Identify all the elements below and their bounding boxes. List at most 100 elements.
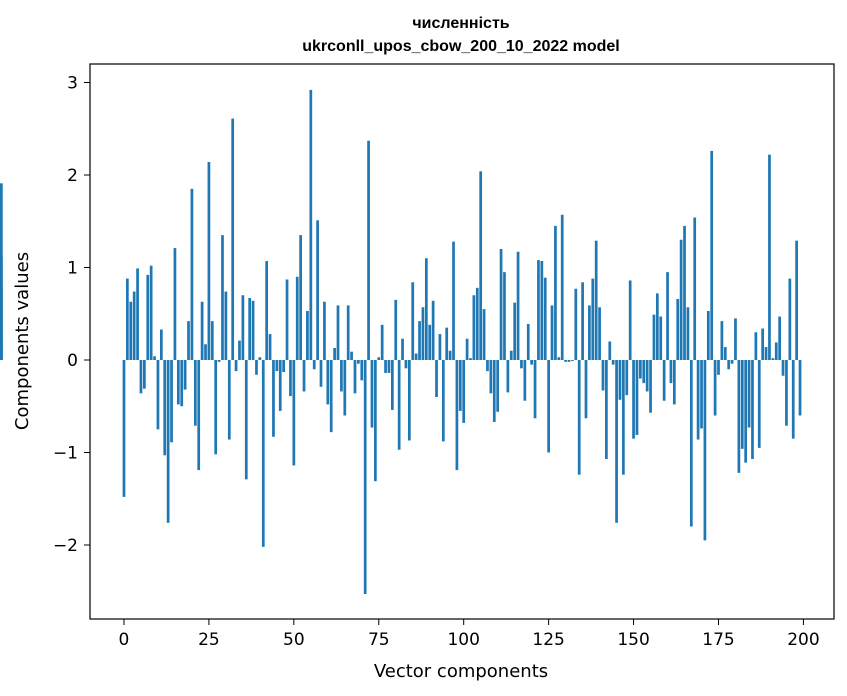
bar bbox=[567, 360, 571, 362]
bar bbox=[418, 321, 421, 360]
bar bbox=[703, 360, 707, 541]
bar bbox=[207, 162, 211, 360]
bar bbox=[248, 298, 252, 360]
bar bbox=[153, 356, 156, 360]
bar bbox=[618, 360, 622, 400]
bar bbox=[785, 360, 788, 426]
bar bbox=[309, 89, 313, 361]
bar bbox=[601, 360, 605, 391]
bar bbox=[781, 360, 785, 376]
bar bbox=[346, 305, 350, 360]
bar bbox=[642, 360, 646, 384]
bar bbox=[387, 360, 391, 373]
bar bbox=[591, 278, 595, 360]
bar bbox=[778, 316, 781, 360]
bar bbox=[295, 276, 299, 360]
bar bbox=[615, 360, 618, 523]
bar bbox=[469, 358, 472, 360]
x-tick-label: 75 bbox=[368, 630, 390, 650]
bar bbox=[683, 225, 686, 361]
bar bbox=[401, 338, 404, 360]
bar bbox=[639, 360, 642, 379]
bar bbox=[176, 360, 180, 405]
bar bbox=[730, 360, 734, 364]
bar bbox=[506, 360, 510, 393]
y-axis-label: Components values bbox=[12, 252, 33, 430]
bar bbox=[143, 360, 146, 389]
bar bbox=[717, 360, 720, 375]
bar bbox=[302, 360, 306, 392]
bar bbox=[363, 360, 367, 595]
bar bbox=[625, 360, 629, 396]
bar bbox=[649, 360, 652, 413]
bar bbox=[734, 318, 737, 361]
bar bbox=[306, 310, 309, 360]
bar bbox=[200, 301, 204, 360]
bar bbox=[323, 301, 326, 360]
bar bbox=[628, 280, 632, 360]
x-tick-label: 0 bbox=[119, 630, 130, 650]
bar bbox=[747, 360, 751, 428]
y-tick-label: 2 bbox=[67, 166, 78, 186]
bar bbox=[540, 261, 544, 360]
bar bbox=[404, 360, 408, 369]
bar bbox=[655, 293, 659, 360]
bar bbox=[499, 249, 503, 360]
bar bbox=[156, 360, 160, 430]
bar bbox=[764, 347, 768, 360]
bar bbox=[380, 324, 384, 360]
bar bbox=[231, 118, 235, 360]
bar bbox=[581, 282, 584, 360]
bar bbox=[166, 360, 170, 523]
bar bbox=[472, 295, 476, 360]
bar bbox=[272, 360, 275, 437]
bar bbox=[611, 360, 615, 365]
bar bbox=[285, 279, 289, 360]
bar bbox=[740, 360, 744, 449]
bar bbox=[129, 301, 133, 360]
bar bbox=[289, 360, 292, 397]
bar bbox=[598, 307, 601, 360]
x-tick-label: 150 bbox=[617, 630, 649, 650]
bar bbox=[149, 265, 153, 360]
x-tick-label: 125 bbox=[532, 630, 564, 650]
bar bbox=[333, 347, 336, 360]
bar bbox=[173, 248, 177, 360]
bar bbox=[475, 287, 479, 360]
bar bbox=[622, 360, 625, 475]
bar bbox=[564, 360, 567, 362]
bar bbox=[686, 307, 690, 360]
bar bbox=[258, 357, 262, 360]
bar bbox=[516, 251, 520, 360]
bar bbox=[139, 360, 143, 394]
bar bbox=[458, 360, 462, 411]
bar bbox=[526, 323, 530, 360]
bar bbox=[438, 334, 442, 360]
bar bbox=[723, 347, 727, 360]
bar bbox=[645, 360, 649, 392]
bar bbox=[452, 241, 455, 360]
bar bbox=[509, 350, 513, 360]
x-tick-label: 25 bbox=[198, 630, 220, 650]
bar bbox=[428, 324, 432, 360]
bar bbox=[374, 360, 377, 482]
bar bbox=[224, 291, 228, 360]
bar bbox=[679, 239, 683, 360]
bar bbox=[190, 188, 194, 361]
bar bbox=[251, 300, 255, 360]
bar bbox=[662, 360, 666, 401]
bar bbox=[737, 360, 741, 473]
bar bbox=[241, 295, 245, 360]
y-tick-label: −2 bbox=[53, 536, 78, 556]
bar bbox=[693, 217, 697, 360]
bar bbox=[282, 360, 285, 373]
bar bbox=[350, 351, 353, 360]
bar bbox=[357, 360, 360, 364]
bar bbox=[635, 360, 639, 435]
bar bbox=[159, 329, 163, 360]
bar bbox=[761, 328, 765, 360]
bar bbox=[523, 360, 527, 401]
bar bbox=[397, 360, 401, 450]
bar bbox=[329, 360, 333, 433]
bar bbox=[666, 272, 669, 361]
